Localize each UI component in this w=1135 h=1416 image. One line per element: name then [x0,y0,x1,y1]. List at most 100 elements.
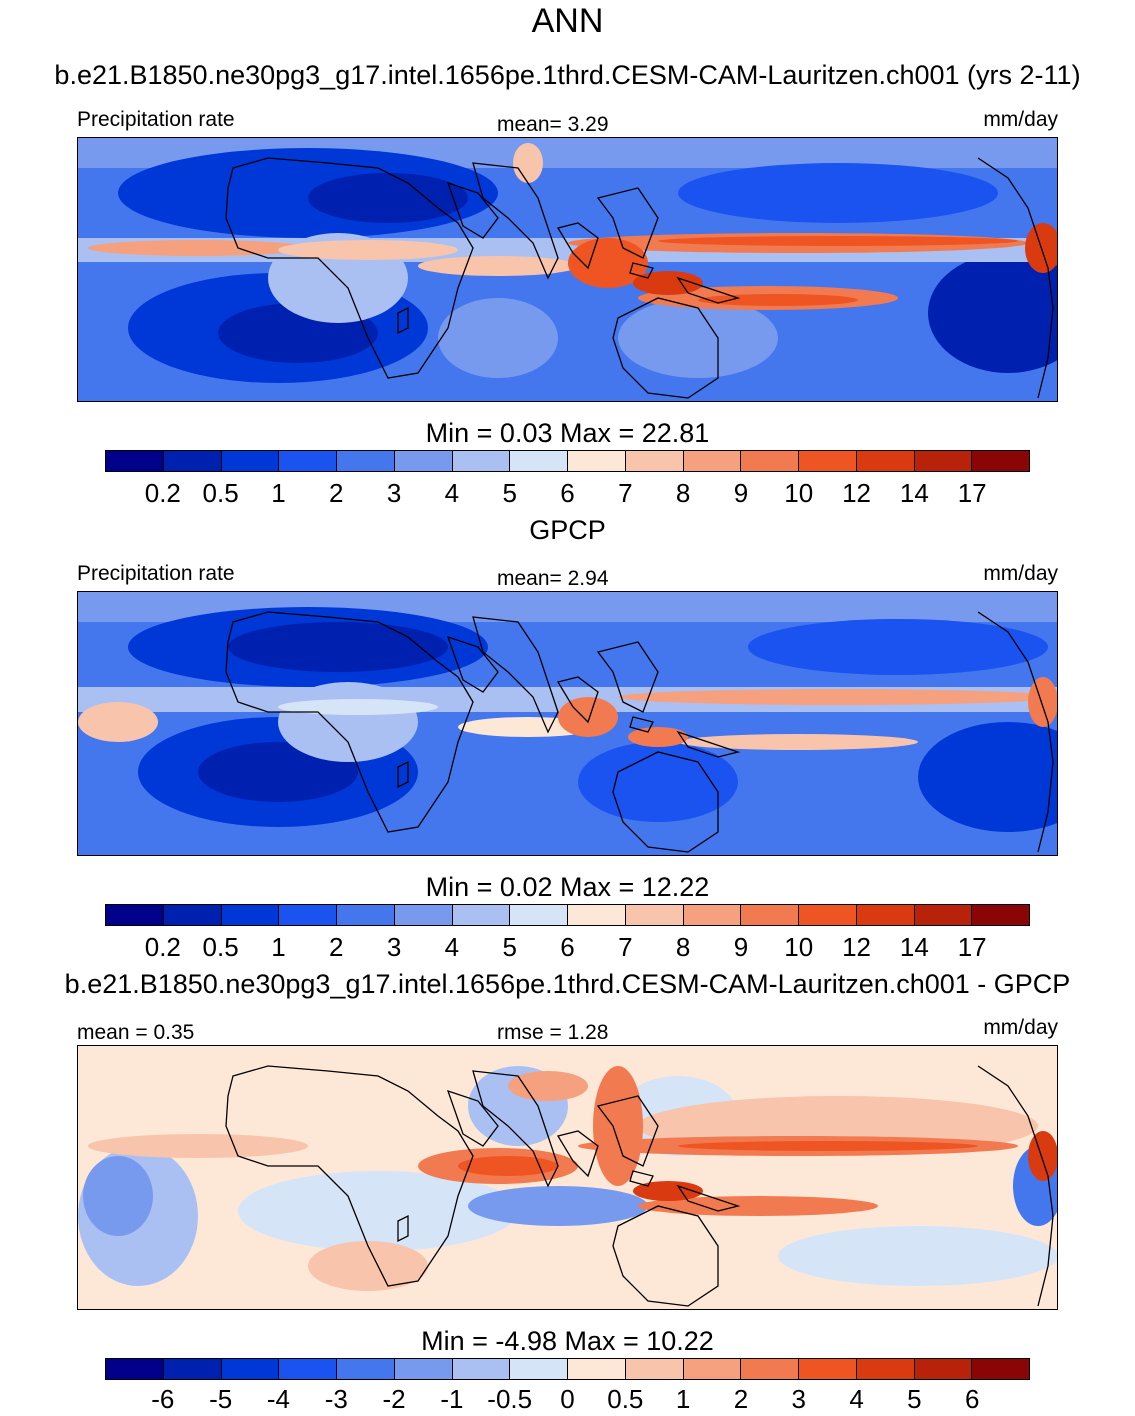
colorbar-tick-label: 0 [560,1384,575,1414]
colorbar-tick-label: 3 [791,1384,806,1414]
panel1-units: mm/day [983,108,1058,131]
colorbar-segment [452,451,511,471]
colorbar-segment [683,905,742,925]
panel2-mean-label: mean= 2.94 [497,567,609,590]
panel1-map [77,137,1058,402]
colorbar-tick-label: 8 [675,478,691,508]
figure-title: ANN [531,2,604,40]
colorbar-tick-label: 8 [675,932,691,962]
colorbar-segment [106,1359,164,1379]
colorbar-segment [683,1359,742,1379]
colorbar-segment [394,451,453,471]
colorbar-segment [163,451,222,471]
colorbar-segment [683,451,742,471]
panel3-title: b.e21.B1850.ne30pg3_g17.intel.1656pe.1th… [64,969,1071,999]
colorbar-segment [221,905,280,925]
colorbar-tick-label: 1 [675,1384,691,1414]
colorbar-segment [221,1359,280,1379]
colorbar-tick-label: 0.2 [144,478,181,508]
colorbar-tick-label: 10 [784,478,814,508]
colorbar-segment [625,1359,684,1379]
panel2-variable-label: Precipitation rate [77,562,235,585]
panel1-precip-field [78,138,1057,401]
colorbar-segment [741,1359,799,1379]
colorbar-tick-label: 5 [907,1384,922,1414]
colorbar-tick-label: -3 [324,1384,348,1414]
colorbar-segment [510,905,568,925]
colorbar-tick-label: 9 [733,932,749,962]
colorbar-tick-label: 0.5 [202,478,239,508]
colorbar-tick-label: 5 [502,478,517,508]
colorbar-tick-label: 2 [329,932,344,962]
panel1-minmax: Min = 0.03 Max = 22.81 [425,418,710,448]
colorbar-segment [568,451,626,471]
colorbar-segment [625,905,684,925]
colorbar-segment [856,905,915,925]
colorbar-tick-label: 17 [957,932,987,962]
panel2-map [77,591,1058,856]
colorbar-tick-label: 14 [899,932,929,962]
colorbar-tick-label: -5 [209,1384,233,1414]
colorbar-tick-label: 2 [329,478,344,508]
panel1-title: b.e21.B1850.ne30pg3_g17.intel.1656pe.1th… [54,60,1081,90]
colorbar-segment [741,451,799,471]
colorbar-tick-label: 4 [849,1384,864,1414]
colorbar-segment [914,451,973,471]
colorbar-segment [163,905,222,925]
colorbar-segment [279,1359,337,1379]
panel1-variable-label: Precipitation rate [77,108,235,131]
colorbar-segment [972,905,1029,925]
colorbar-segment [279,451,337,471]
colorbar-segment [799,1359,857,1379]
colorbar-segment [163,1359,222,1379]
colorbar-segment [856,1359,915,1379]
colorbar-tick-label: 0.5 [607,1384,644,1414]
colorbar-segment [452,1359,511,1379]
colorbar-tick-label: -6 [151,1384,175,1414]
colorbar-tick-label: -2 [382,1384,406,1414]
colorbar-tick-label: 9 [733,478,749,508]
colorbar-segment [337,451,395,471]
colorbar-tick-label: -1 [440,1384,464,1414]
colorbar-segment [279,905,337,925]
colorbar-segment [221,451,280,471]
colorbar-tick-label: 7 [618,932,633,962]
colorbar-tick-label: 6 [560,932,575,962]
colorbar-segment [337,1359,395,1379]
colorbar-tick-label: 4 [444,478,460,508]
colorbar-segment [741,905,799,925]
panel1-mean-label: mean= 3.29 [497,113,609,136]
colorbar-segment [452,905,511,925]
colorbar-segment [568,905,626,925]
colorbar-segment [510,1359,568,1379]
colorbar-segment [625,451,684,471]
colorbar-segment [914,905,973,925]
colorbar-tick-label: 17 [957,478,987,508]
colorbar-tick-label: -4 [266,1384,290,1414]
panel2-title: GPCP [529,515,606,545]
colorbar-segment [972,451,1029,471]
colorbar-segment [337,905,395,925]
panel2-minmax: Min = 0.02 Max = 12.22 [425,872,710,902]
colorbar-tick-label: 1 [271,932,286,962]
colorbar-tick-label: 1 [271,478,286,508]
colorbar-tick-label: -0.5 [487,1384,533,1414]
colorbar-segment [106,905,164,925]
colorbar-segment [106,451,164,471]
colorbar-tick-label: 3 [386,932,402,962]
colorbar-segment [394,1359,453,1379]
colorbar-tick-label: 6 [964,1384,980,1414]
colorbar-segment [856,451,915,471]
colorbar-tick-label: 4 [444,932,460,962]
colorbar-segment [510,451,568,471]
colorbar-tick-label: 12 [842,932,872,962]
panel3-rmse-label: rmse = 1.28 [497,1021,609,1044]
colorbar-tick-label: 2 [733,1384,749,1414]
colorbar-segment [568,1359,626,1379]
colorbar-segment [914,1359,973,1379]
panel1-colorbar [105,450,1030,472]
panel2-colorbar [105,904,1030,926]
colorbar-tick-label: 10 [784,932,814,962]
colorbar-segment [799,451,857,471]
colorbar-tick-label: 6 [560,478,575,508]
